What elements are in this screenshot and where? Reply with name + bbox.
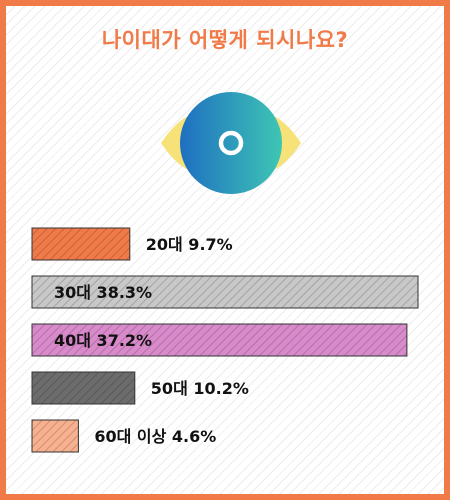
bar-4 [31, 371, 136, 405]
bar-label-3: 40대 37.2% [54, 331, 152, 350]
bar-label-5: 60대 이상 4.6% [94, 427, 216, 446]
bar-1 [31, 227, 131, 261]
eye-iris [180, 92, 282, 194]
bar-label-4: 50대 10.2% [151, 379, 249, 398]
bar-label-2: 30대 38.3% [54, 283, 152, 302]
bar-2 [31, 275, 419, 309]
bar-5 [31, 419, 79, 453]
eye-pupil [218, 130, 244, 156]
chart-title: 나이대가 어떻게 되시나요? [101, 28, 349, 52]
bar-label-1: 20대 9.7% [146, 235, 233, 254]
bar-3 [31, 323, 408, 357]
eye-icon [161, 92, 301, 194]
bar-chart: 20대 9.7% 30대 38.3% 40대 37.2% 50대 10.2% 60대 이… [31, 227, 419, 453]
